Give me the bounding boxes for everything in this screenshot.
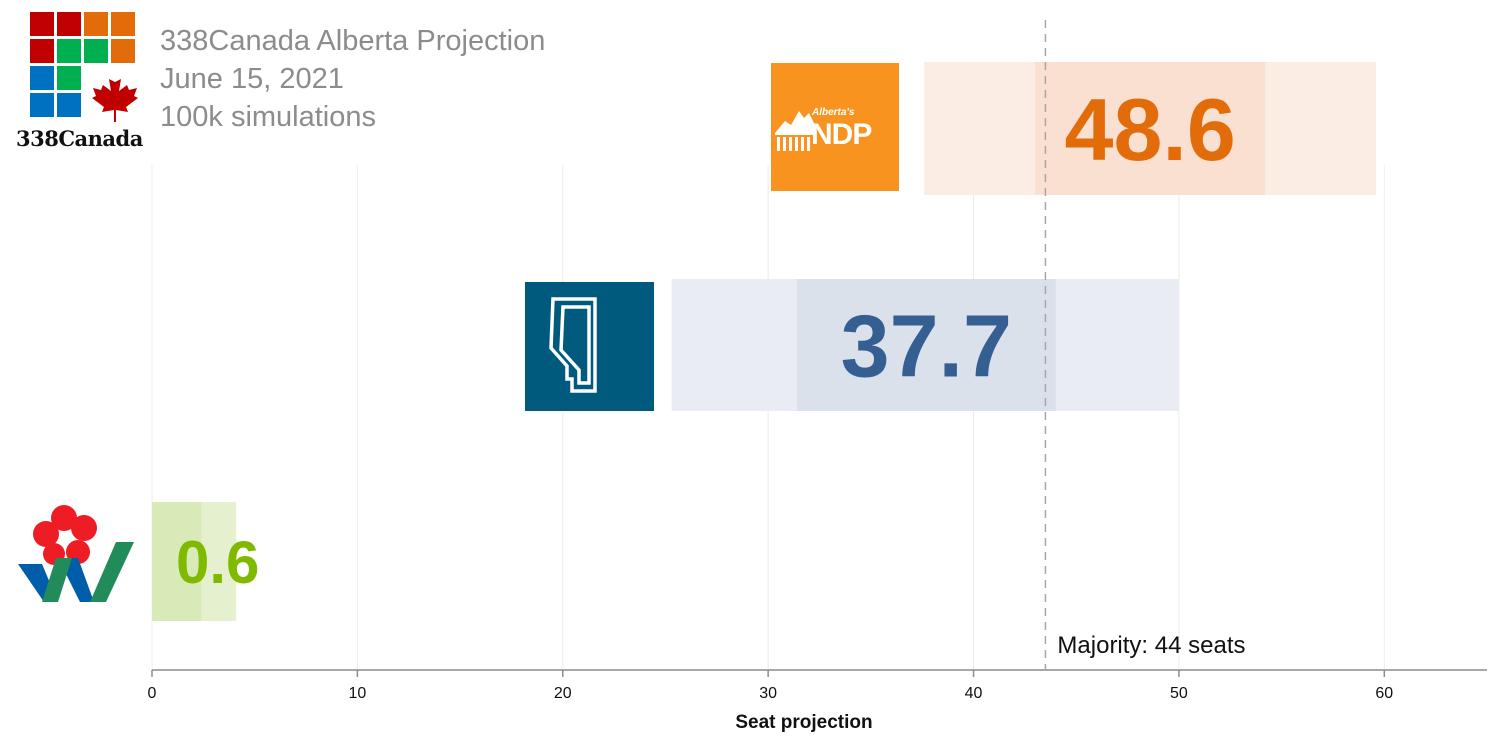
w-letter-icon [18, 542, 134, 602]
bar-group: 37.7 [671, 279, 1179, 411]
mountain-icon [775, 111, 815, 151]
bar-value-label: 48.6 [1065, 80, 1236, 179]
wildrose-independence-logo [18, 505, 134, 602]
x-tick-label: 60 [1375, 685, 1393, 702]
majority-label: Majority: 44 seats [1057, 632, 1245, 659]
ndp-logo-text: NDP [811, 118, 872, 151]
bar-group: 48.6 [924, 62, 1377, 195]
alberta-outline-icon [549, 297, 597, 393]
maple-leaf-icon [92, 72, 138, 122]
ndp-logo: Alberta's NDP [771, 63, 899, 191]
chart-title: 338Canada Alberta Projection [160, 25, 546, 57]
x-tick-label: 0 [148, 685, 157, 702]
bar-inner-range [1035, 62, 1266, 195]
ndp-logo-small-text: Alberta's [812, 107, 855, 118]
bar-inner-range [796, 279, 1056, 411]
bar-group: 0.6 [152, 502, 259, 621]
projection-bars: 48.6 37.7 0.6 [152, 62, 1377, 621]
338canada-logo [30, 12, 138, 122]
x-tick-label: 40 [965, 685, 983, 702]
x-tick-label: 20 [554, 685, 572, 702]
brand-name: 338Canada [16, 126, 143, 151]
wild-rose-icon [33, 505, 97, 565]
bar-value-label: 37.7 [841, 297, 1012, 396]
bar-value-label: 0.6 [176, 529, 259, 596]
chart-simulations: 100k simulations [160, 101, 376, 133]
x-axis: 0 10 20 30 40 50 60 [148, 669, 1487, 702]
gridlines [151, 165, 1385, 670]
x-tick-label: 10 [348, 685, 366, 702]
ucp-logo [525, 282, 654, 411]
x-axis-title: Seat projection [735, 712, 872, 733]
bar-inner-range [152, 502, 202, 621]
x-tick-label: 30 [759, 685, 777, 702]
logo-grid-icon [30, 12, 135, 117]
x-tick-label: 50 [1170, 685, 1188, 702]
chart-date: June 15, 2021 [160, 63, 344, 95]
